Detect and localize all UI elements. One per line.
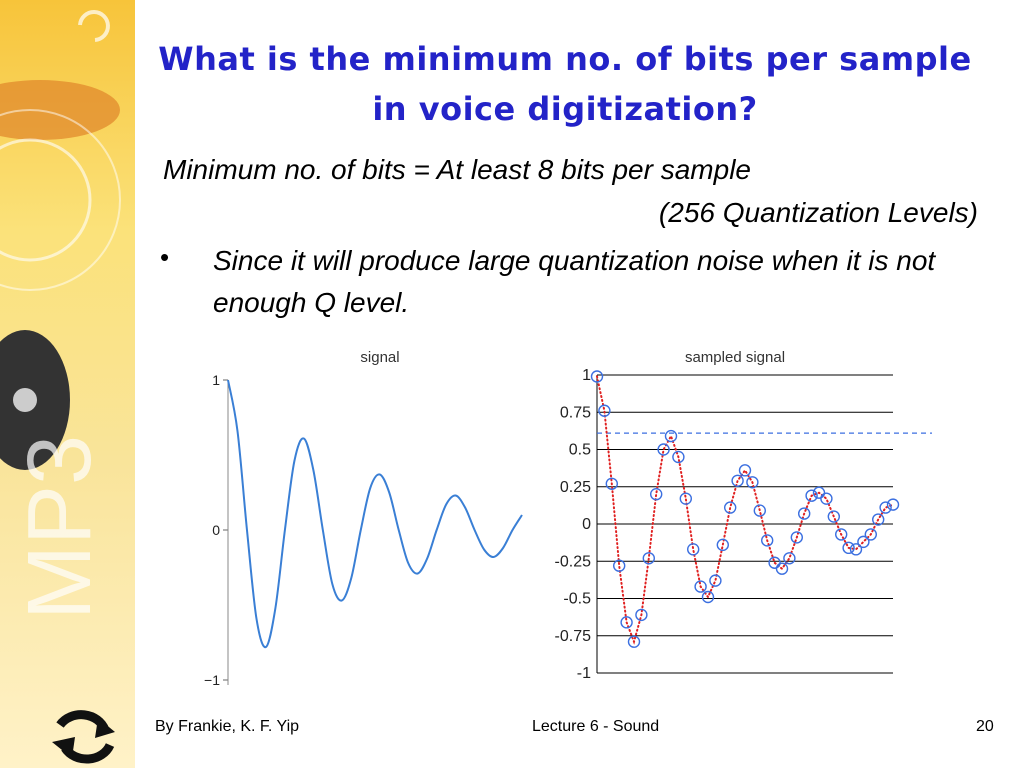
sample-point [731, 474, 744, 487]
chart-title: sampled signal [685, 349, 785, 366]
sample-point [820, 492, 833, 505]
footer-author: By Frankie, K. F. Yip [155, 718, 300, 735]
sample-point [598, 404, 611, 417]
sample-point [857, 535, 870, 549]
y-tick-label: 1 [212, 372, 220, 388]
y-tick-label: -0.25 [555, 553, 592, 570]
bullet-dot: • [160, 242, 170, 272]
decor [78, 10, 110, 42]
sidebar: MP3 [0, 0, 135, 768]
sample-point [753, 504, 766, 517]
decor [0, 80, 120, 140]
sample-point [879, 501, 892, 514]
sample-point [701, 590, 715, 604]
y-tick-label: -0.75 [555, 628, 592, 645]
y-tick-label: 0.5 [569, 442, 591, 459]
charts: signal 1 0 −1 sampled signal 1 0.75 0.5 0.25 0 -0.… [204, 349, 932, 688]
sample-point [864, 528, 877, 541]
footer-lecture: Lecture 6 - Sound [532, 718, 660, 735]
sample-point [798, 507, 811, 520]
y-tick-label: -0.5 [563, 591, 591, 608]
sample-point [650, 488, 663, 501]
sample-point [679, 492, 692, 505]
sample-point [872, 513, 885, 526]
sample-point [605, 477, 618, 490]
footer-page: 20 [976, 718, 994, 735]
y-tick-label: 0 [212, 522, 220, 538]
bullet-text: Since it will produce large quantization… [213, 245, 936, 318]
sample-point [672, 450, 685, 464]
sample-point [761, 534, 774, 547]
decor [0, 138, 92, 262]
decor [0, 109, 121, 291]
sample-point [775, 562, 789, 575]
sample-point [768, 556, 781, 569]
y-tick-label: -1 [577, 665, 591, 682]
sample-point [849, 543, 863, 556]
sample-point [790, 531, 803, 544]
sample-point [827, 510, 840, 523]
sample-point [709, 574, 722, 587]
decor [13, 388, 37, 412]
sample-line [596, 375, 894, 645]
y-tick-label: −1 [204, 672, 220, 688]
sample-point [805, 489, 818, 502]
sample-point [716, 538, 729, 552]
y-tick-label: 0 [582, 516, 591, 533]
sample-point [886, 498, 900, 511]
sample-point [746, 476, 759, 489]
sample-point [642, 552, 655, 565]
y-tick-label: 0.25 [560, 479, 591, 496]
sample-point [657, 443, 670, 456]
signal-line [227, 379, 523, 649]
sample-point [835, 528, 848, 541]
sample-point [724, 501, 737, 514]
logo-arrows [52, 718, 115, 758]
y-tick-label: 1 [582, 367, 591, 384]
sidebar-text: MP3 [10, 435, 110, 620]
y-tick-label: 0.75 [560, 404, 591, 421]
sample-point [620, 616, 633, 629]
sample-point [635, 608, 648, 622]
body-line: (256 Quantization Levels) [658, 197, 978, 228]
sample-point [664, 429, 678, 443]
sample-point [783, 552, 796, 565]
sample-point [812, 486, 826, 499]
sample-point [738, 464, 752, 477]
sample-point [694, 580, 707, 593]
sample-point [627, 635, 641, 648]
sample-point [613, 559, 626, 572]
body-line: Minimum no. of bits = At least 8 bits pe… [163, 154, 751, 185]
sample-point [687, 543, 700, 556]
sample-point [842, 541, 855, 555]
slide-title: What is the minimum no. of bits per samp… [158, 40, 972, 128]
chart-title: signal [360, 349, 399, 366]
sample-point [590, 370, 604, 383]
